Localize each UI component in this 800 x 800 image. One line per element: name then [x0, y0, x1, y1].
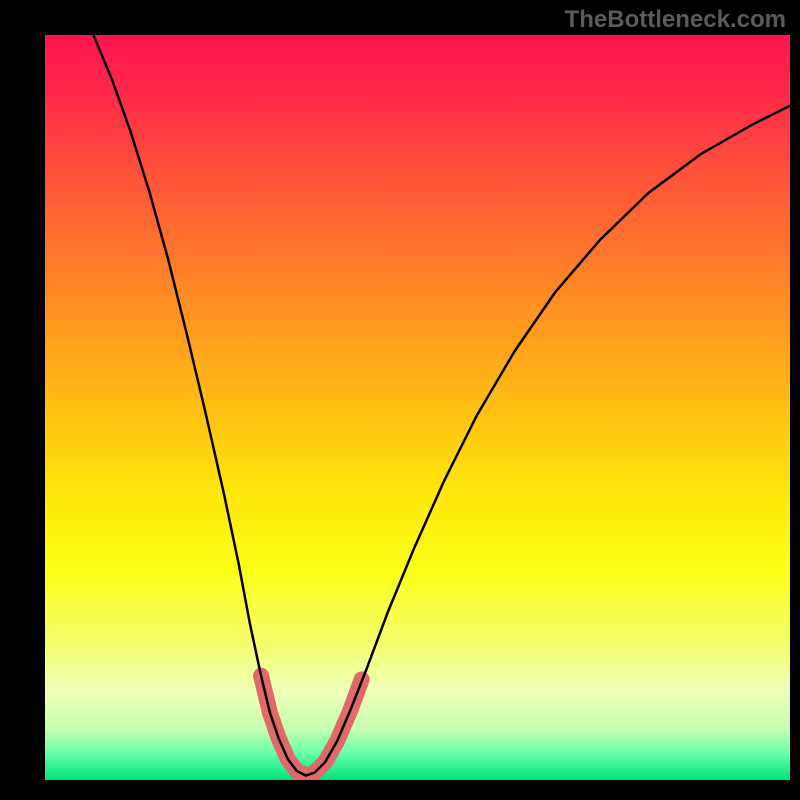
watermark-text: TheBottleneck.com — [565, 6, 786, 34]
chart-frame: TheBottleneck.com — [0, 0, 800, 800]
background-gradient — [45, 35, 790, 780]
plot-area — [45, 35, 790, 780]
